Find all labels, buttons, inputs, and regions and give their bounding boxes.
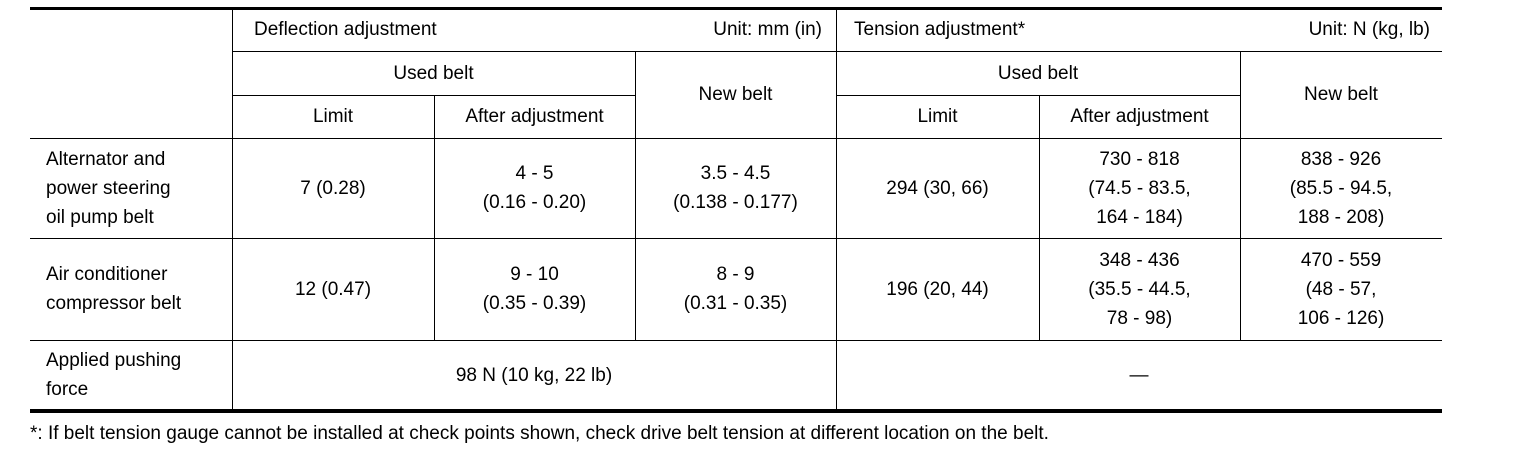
cell-text: 470 - 559 [1300,249,1382,271]
table-cell: Used belt [836,51,1240,95]
cell-text: (0.16 - 0.20) [482,192,587,213]
cell-text: Used belt [393,62,474,84]
cell-text: (35.5 - 44.5, [1088,278,1191,300]
rule [30,409,1442,413]
table-cell: Used belt [232,51,635,95]
cell-text: (85.5 - 94.5, [1289,177,1393,199]
table-cell: Deflection adjustment [232,8,532,51]
table-cell: Unit: N (kg, lb) [1136,8,1442,51]
table-cell: Tension adjustment* [836,8,1136,51]
rule [836,8,837,410]
cell-text: power steering [46,177,171,199]
cell-text: oil pump belt [46,206,154,228]
cell-text: 106 - 126) [1297,307,1385,329]
cell-text: 196 (20, 44) [886,278,989,300]
cell-text: 348 - 436 [1099,249,1180,271]
rule [30,7,1442,10]
cell-text: (48 - 57, [1305,278,1377,300]
cell-text: compressor belt [46,293,182,314]
cell-text: 730 - 818 [1099,148,1180,170]
cell-text: (0.138 - 0.177) [673,192,798,213]
rule [635,51,636,340]
table-cell: *: If belt tension gauge cannot be insta… [30,418,1510,448]
table-cell: Limit [232,95,434,138]
table-cell: 8 - 9 (0.31 - 0.35) [635,238,836,340]
rule [30,340,1442,341]
table-cell: New belt [635,51,836,138]
cell-text: 188 - 208) [1297,206,1385,228]
table-cell: 12 (0.47) [232,238,434,340]
cell-text: After adjustment [465,106,604,127]
table-cell: After adjustment [1039,95,1240,138]
cell-text: — [1129,364,1149,386]
table-cell: — [836,340,1442,410]
table-cell: After adjustment [434,95,635,138]
cell-text: Unit: mm (in) [713,19,822,40]
cell-text: 98 N (10 kg, 22 lb) [455,364,613,386]
rule [1240,51,1241,340]
cell-text: Unit: N (kg, lb) [1308,19,1430,40]
rule [1039,95,1040,340]
table-cell: New belt [1240,51,1442,138]
table-cell: Limit [836,95,1039,138]
cell-text: Limit [917,106,958,127]
table-cell: 348 - 436 (35.5 - 44.5, 78 - 98) [1039,238,1240,340]
table-cell: 7 (0.28) [232,138,434,238]
table-cell: 196 (20, 44) [836,238,1039,340]
cell-text: force [46,379,89,400]
cell-text: 7 (0.28) [300,177,366,199]
rule [30,138,1442,139]
cell-text: 8 - 9 [716,264,755,285]
table-cell: 3.5 - 4.5 (0.138 - 0.177) [635,138,836,238]
rule [30,238,1442,239]
cell-text: New belt [1304,84,1378,105]
table-cell: Alternator and power steering oil pump bel… [30,138,232,238]
table-cell: 4 - 5 (0.16 - 0.20) [434,138,635,238]
cell-text: 3.5 - 4.5 [700,163,771,184]
table-cell: 98 N (10 kg, 22 lb) [232,340,836,410]
cell-text: Air conditioner [46,264,168,285]
table-cell: Applied pushing force [30,340,232,410]
cell-text: 12 (0.47) [294,278,372,300]
cell-text: Deflection adjustment [254,19,437,40]
cell-text: Tension adjustment* [854,19,1026,40]
cell-text: (0.31 - 0.35) [683,293,788,314]
cell-text: 9 - 10 [510,264,559,285]
rule [836,95,1240,96]
cell-text: Limit [312,106,354,127]
rule [232,8,233,410]
cell-text: New belt [698,84,773,105]
table-cell: 294 (30, 66) [836,138,1039,238]
cell-text: Used belt [997,62,1079,84]
rule [232,95,635,96]
cell-text: 294 (30, 66) [886,177,989,199]
cell-text: 4 - 5 [515,163,554,184]
table-cell: Air conditioner compressor belt [30,238,232,340]
cell-text: 838 - 926 [1300,148,1382,170]
rule [232,51,1442,52]
cell-text: Alternator and [46,148,166,170]
cell-text: (0.35 - 0.39) [482,293,587,314]
table-cell: 730 - 818 (74.5 - 83.5, 164 - 184) [1039,138,1240,238]
cell-text: Applied pushing [46,350,182,371]
cell-text: *: If belt tension gauge cannot be insta… [30,422,1049,444]
table-cell: 9 - 10 (0.35 - 0.39) [434,238,635,340]
cell-text: 164 - 184) [1096,206,1183,228]
table-cell: 470 - 559 (48 - 57, 106 - 126) [1240,238,1442,340]
table-cell: Unit: mm (in) [532,8,836,51]
cell-text: After adjustment [1070,106,1209,127]
cell-text: 78 - 98) [1106,307,1173,329]
rule [434,95,435,340]
table-cell: 838 - 926 (85.5 - 94.5, 188 - 208) [1240,138,1442,238]
cell-text: (74.5 - 83.5, [1088,177,1191,199]
